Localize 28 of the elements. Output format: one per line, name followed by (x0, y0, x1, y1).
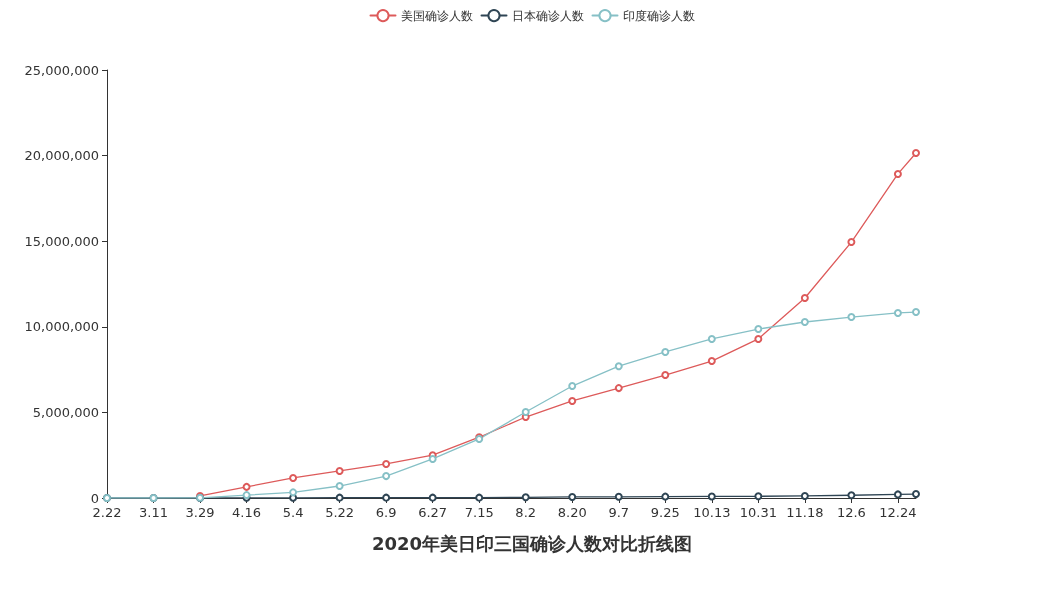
y-tick-label: 25,000,000 (24, 62, 99, 78)
x-tick-label: 10.31 (739, 505, 777, 520)
legend-label: 日本确诊人数 (511, 8, 584, 23)
x-tick-label: 12.24 (879, 505, 917, 520)
x-tick-label: 9.7 (608, 505, 630, 520)
x-tick-label: 4.16 (232, 505, 262, 520)
x-tick-label: 11.18 (786, 505, 824, 520)
y-tick-label: 5,000,000 (32, 404, 99, 420)
x-tick-label: 12.6 (836, 505, 866, 520)
y-tick-label: 20,000,000 (24, 148, 99, 164)
legend-label: 印度确诊人数 (622, 8, 695, 23)
x-tick-label: 9.25 (650, 505, 680, 520)
x-tick-label: 2.22 (92, 505, 122, 520)
y-tick-label: 15,000,000 (24, 233, 99, 249)
y-tick-label: 10,000,000 (24, 319, 99, 335)
x-tick-label: 8.20 (557, 505, 587, 520)
x-tick-label: 3.29 (185, 505, 215, 520)
x-tick-label: 6.27 (418, 505, 448, 520)
x-tick-label: 5.22 (325, 505, 355, 520)
x-tick-label: 3.11 (139, 505, 168, 520)
text: 2020年美日印三国确诊人数对比折线图 (371, 532, 693, 554)
x-tick-label: 5.4 (282, 505, 304, 520)
x-tick-label: 8.2 (515, 505, 537, 520)
y-tick-label: 0 (90, 490, 99, 506)
legend-label: 美国确诊人数 (400, 8, 473, 23)
x-tick-label: 7.15 (464, 505, 494, 520)
x-tick-label: 6.9 (375, 505, 397, 520)
x-tick-label: 10.13 (693, 505, 731, 520)
